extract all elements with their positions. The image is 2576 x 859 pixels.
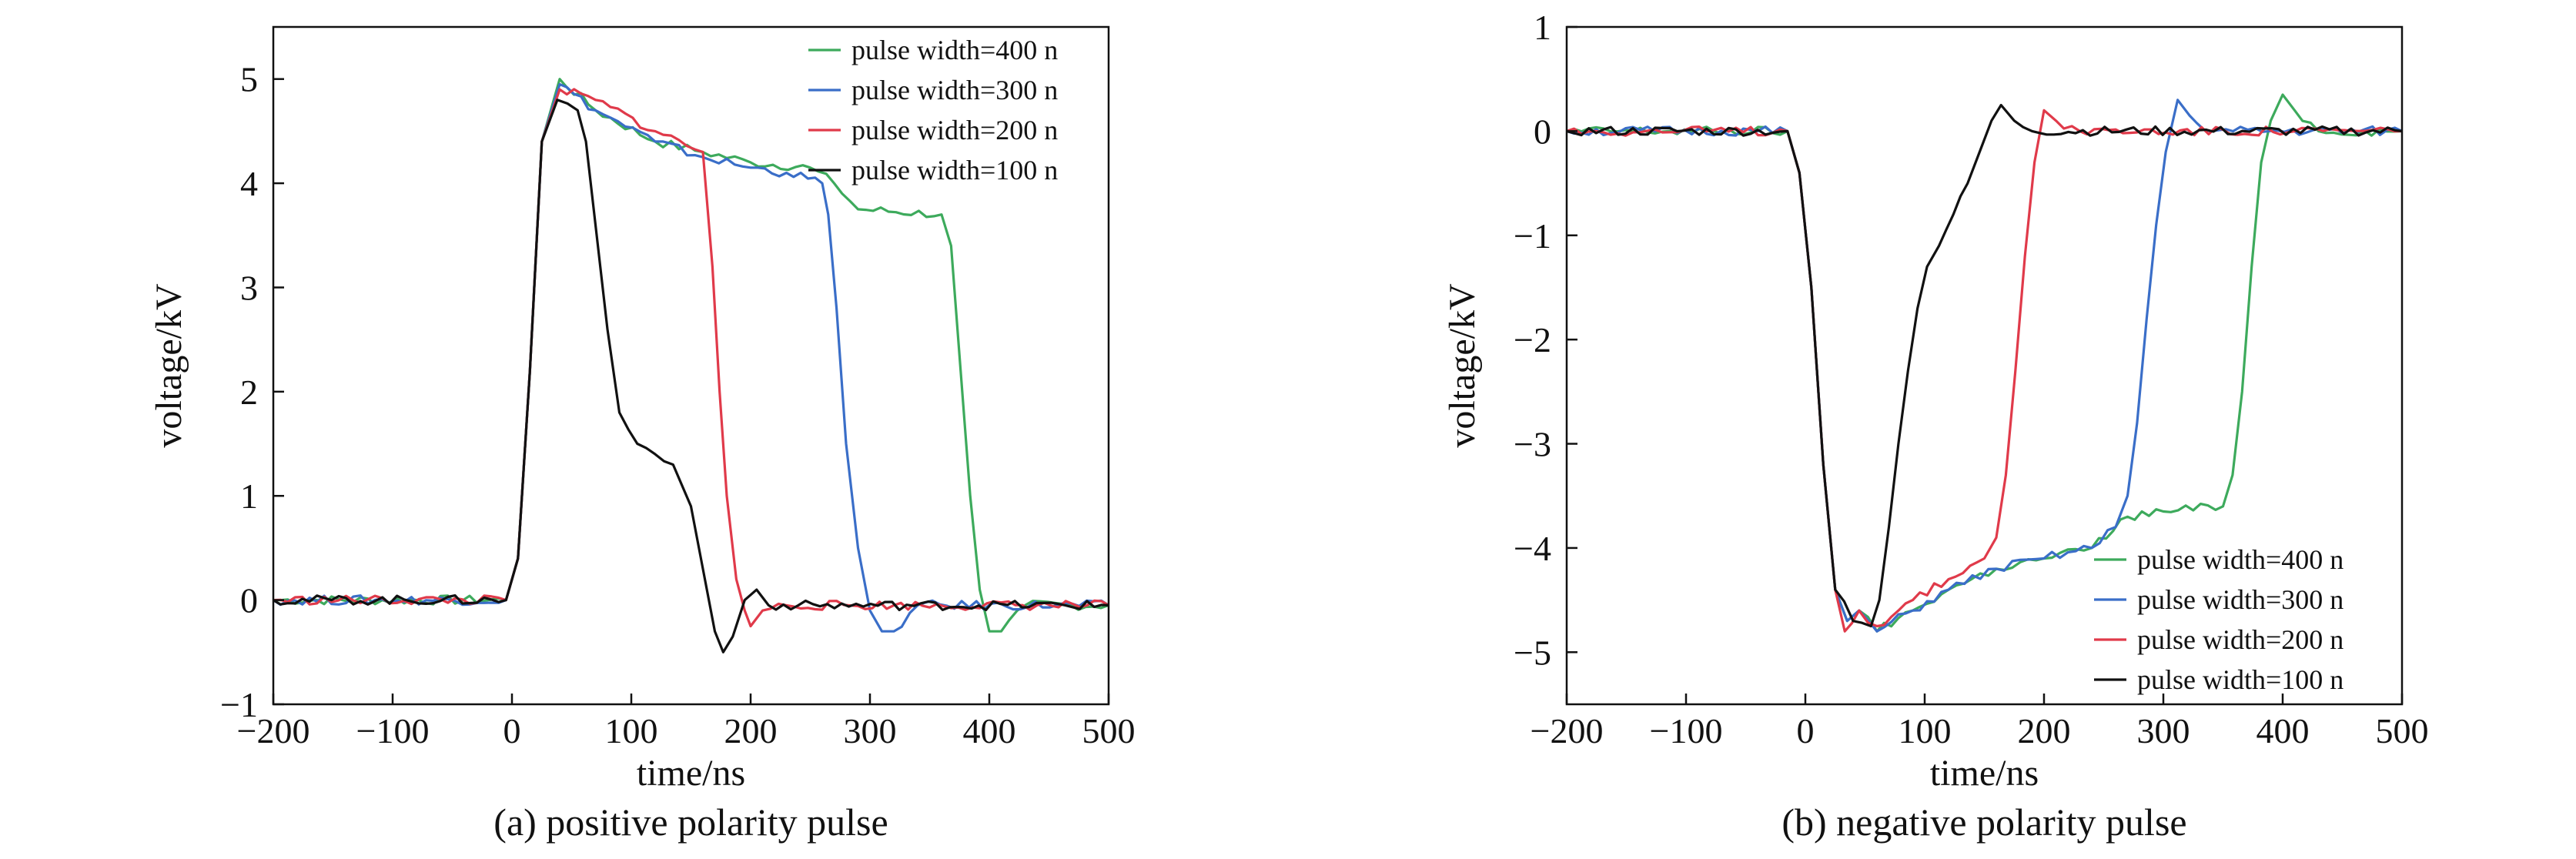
legend-label: pulse width=300 n bbox=[851, 75, 1058, 105]
x-tick-label: −100 bbox=[1650, 711, 1723, 750]
series-line-a-3 bbox=[273, 99, 1109, 653]
y-tick-label: −3 bbox=[1514, 425, 1551, 464]
x-tick-label: 200 bbox=[724, 711, 778, 750]
x-tick-label: 100 bbox=[605, 711, 658, 750]
series-line-b-3 bbox=[1566, 103, 2403, 628]
plot-frame bbox=[272, 25, 1110, 706]
x-tick-label: 200 bbox=[2018, 711, 2071, 750]
y-tick-label: 2 bbox=[240, 373, 258, 412]
y-tick-label: −4 bbox=[1514, 529, 1551, 568]
x-tick-label: 100 bbox=[1899, 711, 1952, 750]
y-axis-label: voltage/kV bbox=[1442, 283, 1483, 448]
y-tick-label: 1 bbox=[240, 476, 258, 516]
x-tick-label: 300 bbox=[844, 711, 897, 750]
y-tick-label: −1 bbox=[220, 685, 258, 724]
y-tick-label: 0 bbox=[1534, 112, 1551, 151]
series-line-b-2 bbox=[1566, 109, 2403, 633]
y-tick-label: 5 bbox=[240, 60, 258, 99]
legend: pulse width=400 n pulse width=300 n pulse … bbox=[2094, 544, 2343, 695]
x-tick-label: −100 bbox=[356, 711, 430, 750]
legend-label: pulse width=300 n bbox=[2137, 584, 2343, 615]
x-tick-label: 500 bbox=[1082, 711, 1136, 750]
x-axis-label: time/ns bbox=[637, 753, 745, 794]
y-tick-label: 0 bbox=[240, 581, 258, 620]
x-tick-label: 0 bbox=[1797, 711, 1815, 750]
chart-a: −200 −100 0 100 200 300 400 500 −1 0 1 2 3 4 5 time/ns v… bbox=[149, 25, 1136, 844]
legend: pulse width=400 n pulse width=300 n pulse … bbox=[808, 35, 1058, 186]
chart-b: −200 −100 0 100 200 300 400 500 −5 −4 −3 −2 −1 0 1 time… bbox=[1442, 8, 2429, 844]
x-tick-label: −200 bbox=[237, 711, 310, 750]
y-tick-label: 3 bbox=[240, 268, 258, 307]
x-tick-label: 400 bbox=[2257, 711, 2310, 750]
y-tick-label: 4 bbox=[240, 164, 258, 203]
legend-label: pulse width=100 n bbox=[851, 155, 1058, 186]
y-tick-label: −5 bbox=[1514, 633, 1551, 672]
plot-frame bbox=[1565, 25, 2404, 706]
legend-label: pulse width=400 n bbox=[2137, 544, 2343, 575]
y-tick-label: −2 bbox=[1514, 320, 1551, 359]
x-tick-label: 500 bbox=[2376, 711, 2429, 750]
x-tick-label: 400 bbox=[963, 711, 1016, 750]
legend-label: pulse width=200 n bbox=[2137, 624, 2343, 655]
x-tick-label: −200 bbox=[1531, 711, 1604, 750]
x-axis-label: time/ns bbox=[1930, 753, 2039, 794]
legend-label: pulse width=100 n bbox=[2137, 664, 2343, 695]
series-line-a-2 bbox=[273, 88, 1109, 628]
chart-caption: (a) positive polarity pulse bbox=[493, 801, 888, 844]
y-tick-label: −1 bbox=[1514, 216, 1551, 256]
legend-label: pulse width=200 n bbox=[851, 115, 1058, 145]
chart-caption: (b) negative polarity pulse bbox=[1781, 801, 2186, 844]
y-tick-label: 1 bbox=[1534, 8, 1551, 47]
x-tick-label: 300 bbox=[2137, 711, 2190, 750]
legend-label: pulse width=400 n bbox=[851, 35, 1058, 65]
y-axis-label: voltage/kV bbox=[149, 283, 189, 448]
x-tick-label: 0 bbox=[503, 711, 521, 750]
